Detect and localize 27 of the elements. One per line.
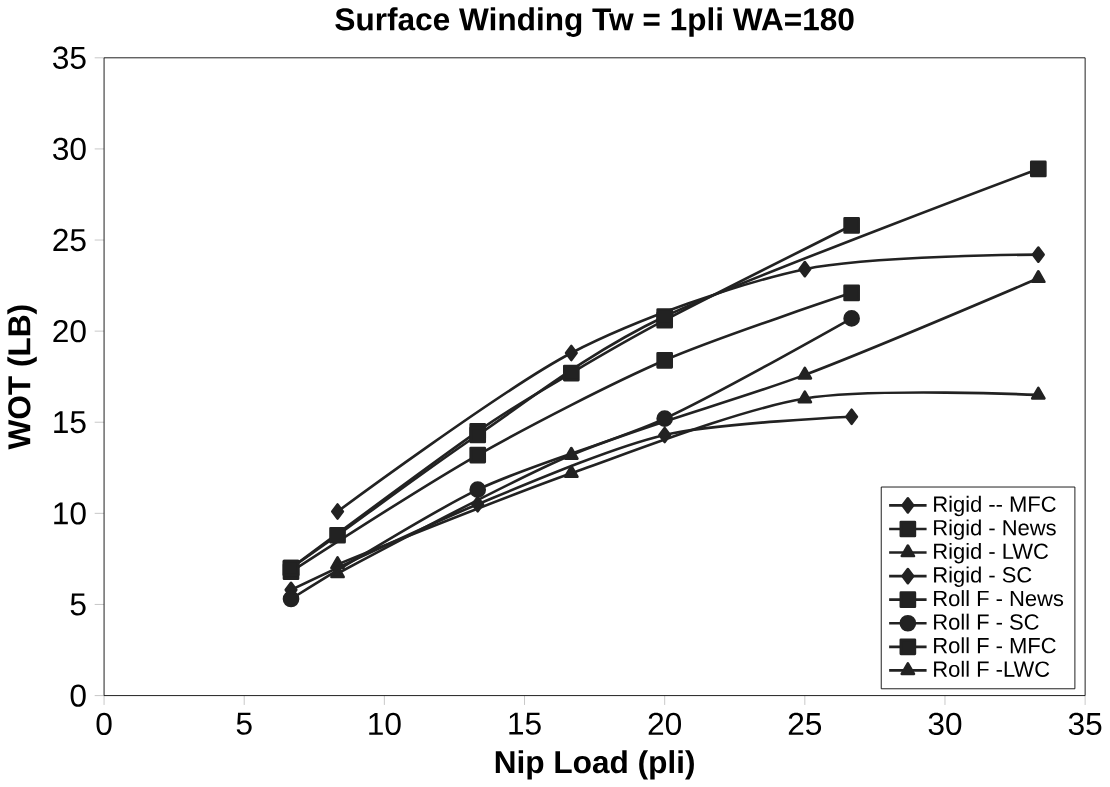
legend-label: Rigid - LWC xyxy=(934,543,1049,564)
y-tick-label: 10 xyxy=(54,502,86,525)
x-tick-label: 20 xyxy=(648,712,682,736)
y-tick-label: 5 xyxy=(70,593,86,616)
legend-label: Roll F - News xyxy=(934,590,1064,607)
y-axis-title: WOT (LB) xyxy=(7,305,37,450)
legend-label: Roll F - SC xyxy=(934,613,1039,630)
x-tick-label: 15 xyxy=(509,712,541,735)
chart-title: Surface Winding Tw = 1pli WA=180 xyxy=(335,7,854,37)
x-tick-label: 30 xyxy=(928,712,962,736)
y-tick-label: 35 xyxy=(53,46,86,70)
x-tick-label: 0 xyxy=(96,712,112,736)
x-tick-label: 35 xyxy=(1068,712,1102,736)
legend-label: Rigid -- MFC xyxy=(934,495,1056,517)
legend-label: Roll F -LWC xyxy=(934,660,1050,677)
legend-label: Rigid - News xyxy=(934,519,1056,540)
x-tick-label: 10 xyxy=(369,712,401,736)
x-axis-title: Nip Load (pli) xyxy=(495,750,694,780)
y-tick-label: 20 xyxy=(53,320,86,343)
legend-label: Roll F - MFC xyxy=(934,637,1056,654)
y-tick-label: 15 xyxy=(54,411,86,434)
y-tick-label: 30 xyxy=(53,137,86,161)
legend-label: Rigid - SC xyxy=(934,566,1032,588)
y-tick-label: 25 xyxy=(53,228,86,252)
x-tick-label: 5 xyxy=(236,712,252,735)
y-tick-label: 0 xyxy=(70,684,86,707)
x-tick-label: 25 xyxy=(788,712,822,736)
